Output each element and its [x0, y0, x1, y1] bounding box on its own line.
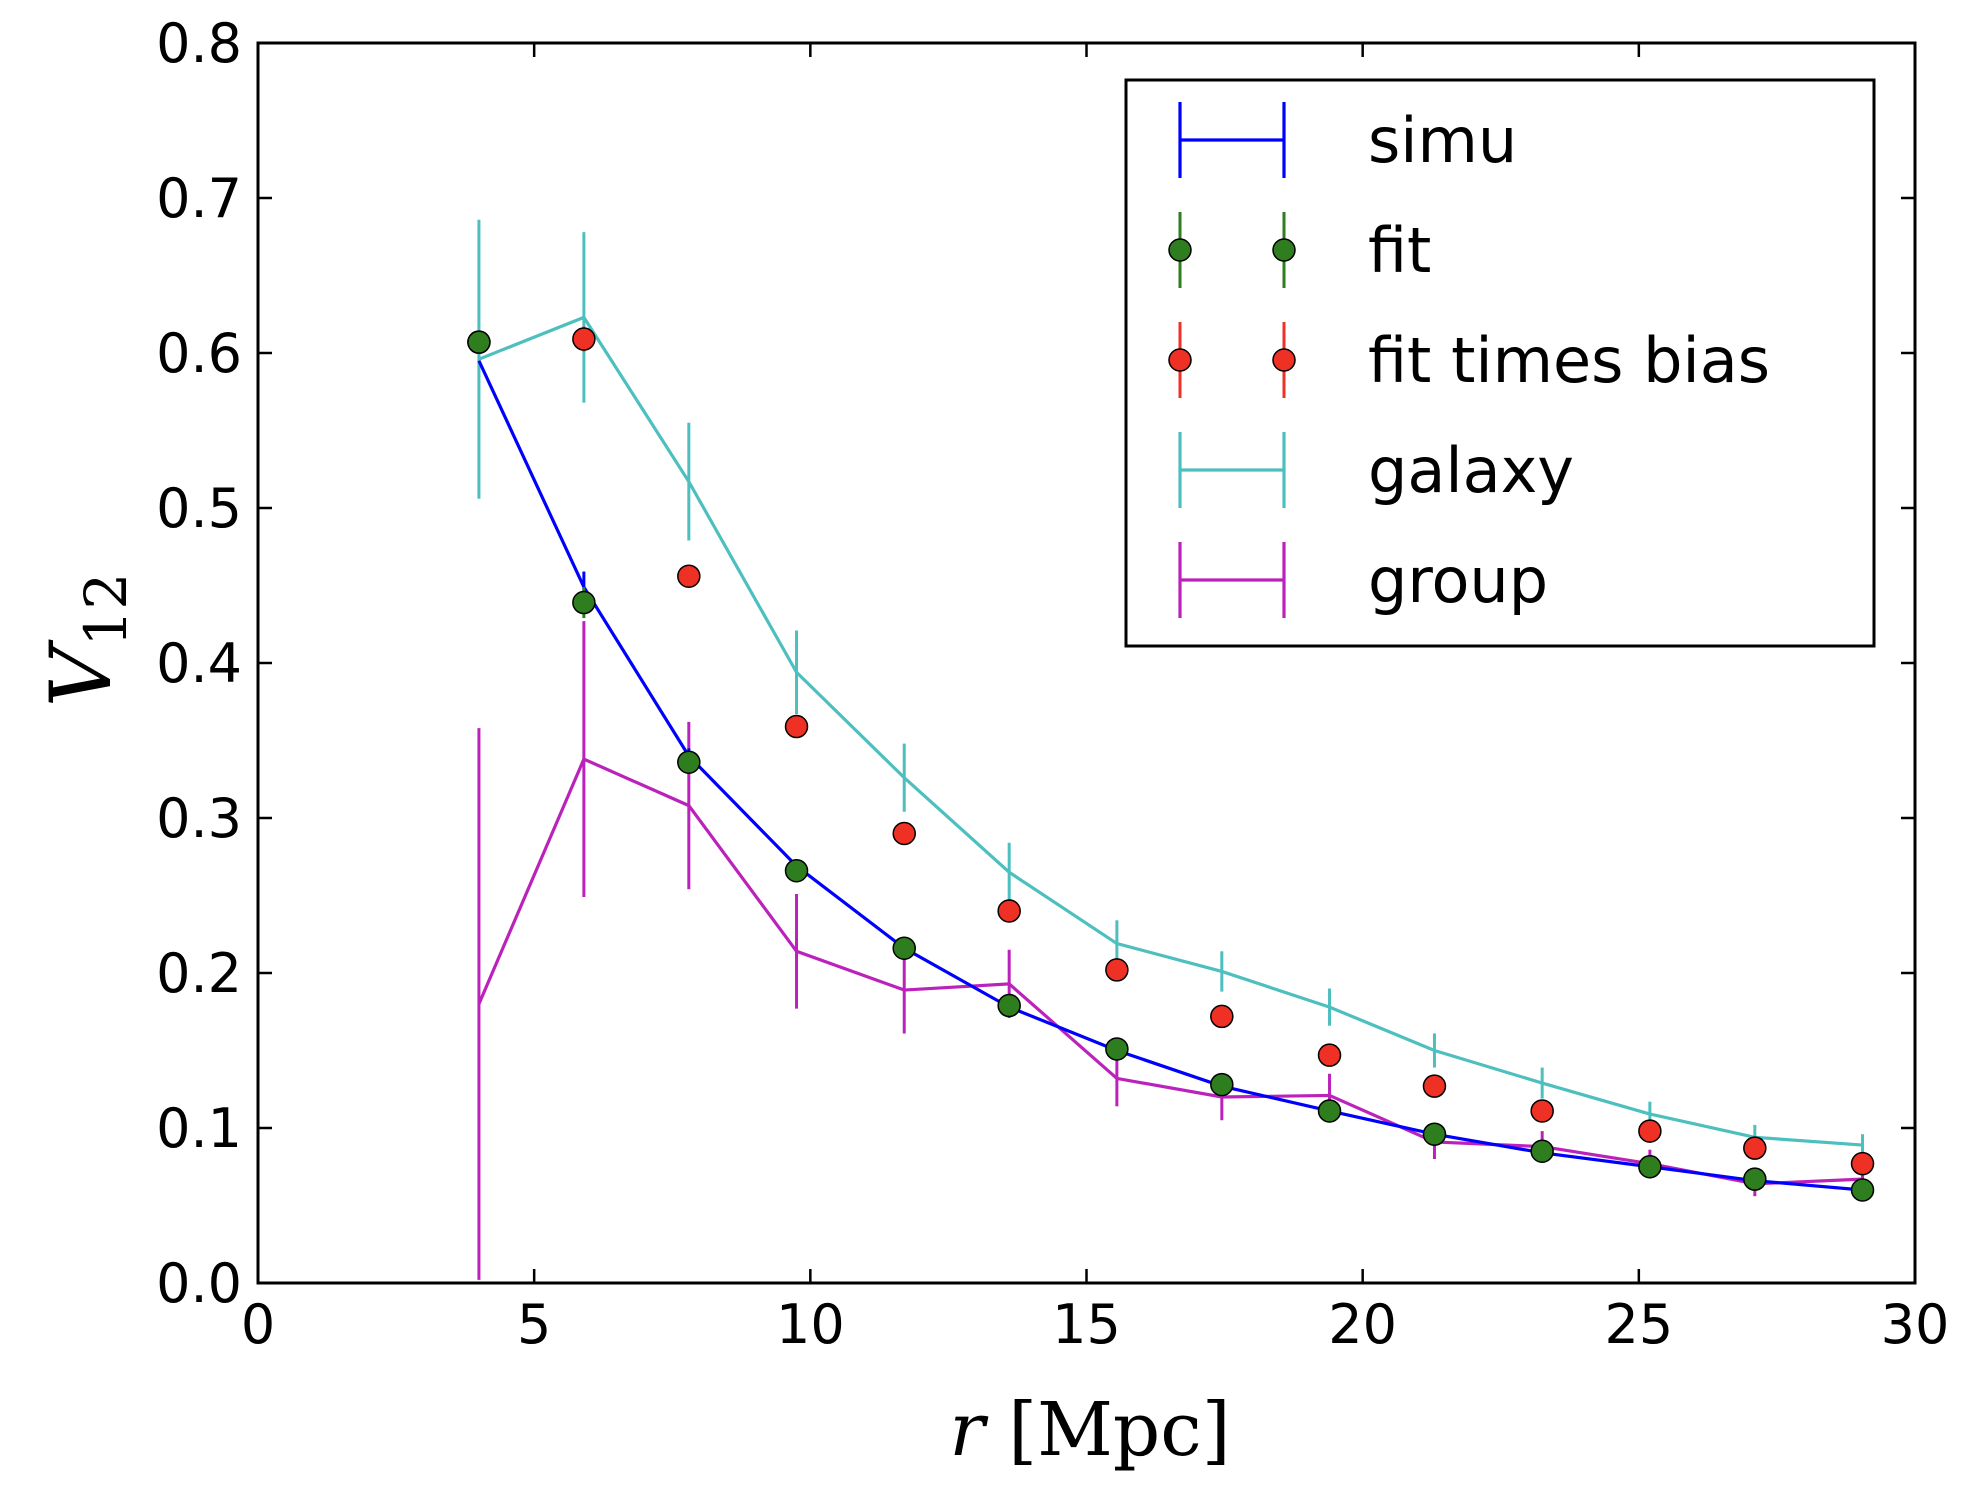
x-tick-label: 30 — [1881, 1293, 1950, 1356]
legend-item-fit-times-bias: fit times bias — [1168, 322, 1770, 398]
x-tick-label: 25 — [1604, 1293, 1673, 1356]
point-fit-times-bias — [784, 714, 809, 739]
legend-item-simu: simu — [1178, 102, 1517, 178]
legend-item-fit: fit — [1168, 212, 1431, 288]
point-fit-times-bias — [1530, 1099, 1554, 1123]
point-fit — [1422, 1122, 1447, 1146]
point-fit — [677, 750, 701, 774]
point-fit — [784, 858, 809, 883]
point-fit — [1210, 1072, 1234, 1097]
y-axis-label: V12 — [32, 573, 140, 707]
legend-label-galaxy: galaxy — [1368, 434, 1574, 507]
point-fit — [1105, 1037, 1129, 1061]
line-group — [477, 756, 1863, 1186]
series-fit — [467, 330, 1875, 1202]
x-tick-label: 5 — [517, 1293, 551, 1356]
series-fit-times-bias — [467, 326, 1875, 1176]
y-tick-label: 0.3 — [156, 787, 242, 850]
point-fit — [1530, 1139, 1554, 1163]
y-tick-label: 0.4 — [156, 632, 242, 695]
point-fit-times-bias — [997, 899, 1021, 923]
point-fit-times-bias — [1422, 1074, 1447, 1098]
x-tick-label: 20 — [1328, 1293, 1397, 1356]
legend-swatch-marker — [1168, 348, 1192, 372]
legend-swatch-marker — [1272, 348, 1296, 372]
point-fit-times-bias — [1638, 1119, 1662, 1143]
y-tick-label: 0.2 — [156, 942, 242, 1005]
legend: simu fit fit times bias galaxy group — [1124, 78, 1876, 648]
y-tick-label: 0.5 — [156, 477, 242, 540]
point-fit-times-bias — [677, 564, 701, 588]
y-tick-label: 0.7 — [156, 167, 242, 230]
y-tick-label: 0.8 — [156, 12, 242, 75]
x-tick-label: 15 — [1052, 1293, 1121, 1356]
series-group — [477, 621, 1865, 1280]
point-fit — [1638, 1155, 1662, 1179]
point-fit-times-bias — [1105, 958, 1129, 982]
point-fit — [892, 936, 916, 960]
legend-label-fit: fit — [1368, 214, 1431, 287]
legend-swatch-marker — [1168, 238, 1192, 262]
x-axis-label: r [Mpc] — [949, 1387, 1230, 1473]
legend-item-galaxy: galaxy — [1178, 432, 1574, 508]
point-fit — [1317, 1099, 1342, 1123]
point-fit — [1743, 1167, 1767, 1191]
line-galaxy — [478, 315, 1863, 1147]
x-tick-label: 0 — [241, 1293, 275, 1356]
point-fit-times-bias — [892, 821, 916, 846]
series-layer — [467, 219, 1875, 1280]
ticks-layer: 0 5 10 15 20 25 30 0.0 0.1 0.2 0.3 0.4 0.5 0.6 0.7 0.8 — [156, 12, 1949, 1356]
legend-label-group: group — [1368, 544, 1548, 617]
point-fit-times-bias — [572, 327, 596, 351]
point-fit-times-bias — [1317, 1043, 1342, 1067]
legend-label-simu: simu — [1368, 104, 1517, 177]
legend-label-fit-times-bias: fit times bias — [1368, 324, 1770, 397]
legend-item-group: group — [1178, 542, 1548, 618]
point-fit — [572, 590, 596, 615]
line-simu — [477, 360, 1863, 1192]
point-fit-times-bias — [1850, 1151, 1875, 1176]
point-fit-times-bias — [1743, 1136, 1767, 1160]
legend-box — [1124, 78, 1876, 648]
y-tick-label: 0.1 — [156, 1097, 242, 1160]
point-fit — [997, 993, 1021, 1018]
point-fit — [467, 330, 491, 354]
x-tick-label: 10 — [776, 1293, 845, 1356]
y-tick-label: 0.0 — [156, 1252, 242, 1315]
legend-swatch-marker — [1272, 238, 1296, 262]
point-fit — [1850, 1178, 1875, 1202]
y-tick-label: 0.6 — [156, 322, 242, 385]
point-fit-times-bias — [1210, 1004, 1234, 1029]
